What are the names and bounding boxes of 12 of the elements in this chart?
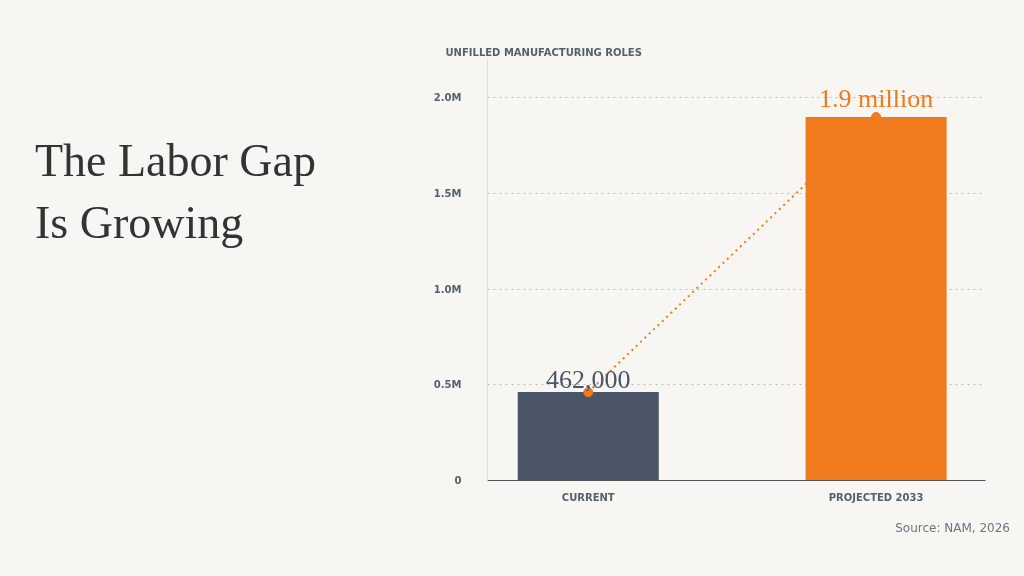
y-axis-title: UNFILLED MANUFACTURING ROLES bbox=[445, 46, 642, 58]
x-tick-label: PROJECTED 2033 bbox=[828, 491, 924, 503]
text: The Labor Gap Is Growing bbox=[35, 134, 317, 250]
y-tick-label: 1.5M bbox=[433, 187, 462, 199]
data-label: 462,000 bbox=[546, 365, 631, 395]
data-label: 1.9 million bbox=[819, 83, 934, 113]
y-tick-label: 0 bbox=[454, 475, 462, 486]
source-note: Source: NAM, 2026 bbox=[895, 520, 1010, 537]
y-tick-label: 2.0M bbox=[433, 92, 462, 104]
x-tick-label: CURRENT bbox=[561, 491, 615, 503]
y-tick-label: 0.5M bbox=[433, 379, 462, 391]
y-tick-label: 1.0M bbox=[433, 283, 462, 295]
